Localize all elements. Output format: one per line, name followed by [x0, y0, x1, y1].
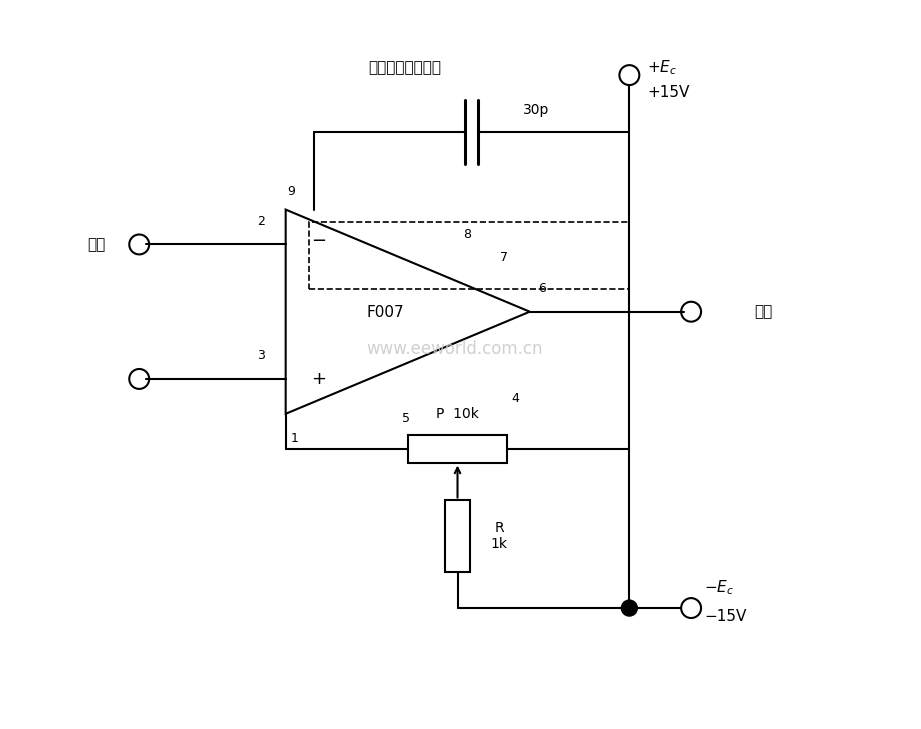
Text: 9: 9	[287, 184, 296, 198]
Text: 8: 8	[463, 228, 471, 241]
Text: 30p: 30p	[523, 103, 550, 117]
Text: +15V: +15V	[647, 85, 690, 100]
Bar	[408, 434, 507, 463]
Bar	[445, 501, 471, 572]
Text: +: +	[311, 370, 326, 388]
Bar	[309, 222, 629, 289]
Text: 7: 7	[500, 252, 507, 265]
Text: 2: 2	[257, 214, 264, 227]
Text: F007: F007	[367, 305, 404, 320]
Text: P  10k: P 10k	[436, 407, 479, 421]
Text: 输入: 输入	[87, 237, 106, 252]
Text: （无内补偿时用）: （无内补偿时用）	[368, 61, 442, 76]
Text: 3: 3	[257, 349, 264, 362]
Text: 6: 6	[538, 282, 545, 295]
Text: 4: 4	[512, 392, 519, 405]
Text: www.eeworld.com.cn: www.eeworld.com.cn	[367, 340, 543, 358]
Text: $+E_c$: $+E_c$	[647, 59, 678, 77]
Text: 输出: 输出	[754, 304, 772, 319]
Text: 5: 5	[402, 412, 410, 425]
Text: 1: 1	[291, 432, 298, 445]
Text: R
1k: R 1k	[491, 521, 507, 551]
Text: $-E_c$: $-E_c$	[704, 579, 734, 598]
Text: −: −	[311, 233, 326, 251]
Circle shape	[622, 600, 637, 616]
Text: −15V: −15V	[704, 609, 746, 623]
